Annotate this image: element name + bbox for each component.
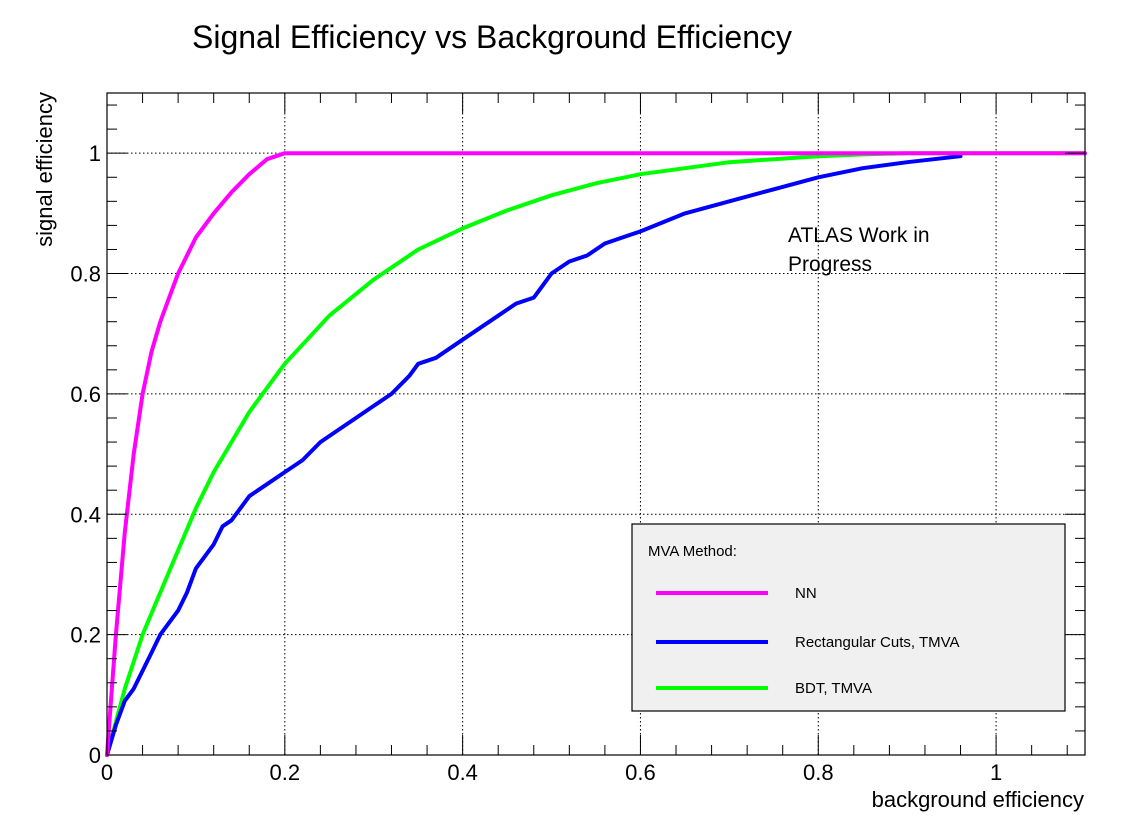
legend-box <box>631 523 1066 712</box>
annotation: ATLAS Work in Progress <box>788 224 930 276</box>
x-tick-label: 0.8 <box>803 760 834 785</box>
legend-label: NN <box>795 585 817 602</box>
legend-entries: NN Rectangular Cuts, TMVA BDT, TMVA <box>656 585 960 697</box>
axis-ticks <box>106 93 1085 756</box>
legend-label: BDT, TMVA <box>795 680 872 697</box>
legend-title: MVA Method: <box>648 543 737 560</box>
x-tick-label: 0 <box>101 760 113 785</box>
series-group <box>105 151 1087 757</box>
x-tick-label: 0.4 <box>447 760 478 785</box>
chart-title: Signal Efficiency vs Background Efficien… <box>192 19 792 55</box>
x-axis-title: background efficiency <box>872 787 1084 812</box>
tick-labels: 0 0.2 0.4 0.6 0.8 1 0 0.2 0.4 0.6 0.8 1 <box>70 141 1002 785</box>
x-tick-label: 0.6 <box>625 760 656 785</box>
y-tick-label: 1 <box>89 141 101 166</box>
y-axis-title: signal efficiency <box>32 92 57 247</box>
series-line-rectangular-cuts-tmva <box>105 154 963 757</box>
annotation-line-2: Progress <box>788 253 872 276</box>
legend-label: Rectangular Cuts, TMVA <box>795 634 960 651</box>
y-tick-label: 0 <box>89 743 101 768</box>
x-tick-label: 1 <box>990 760 1002 785</box>
series-line-nn <box>105 151 1087 757</box>
x-tick-label: 0.2 <box>270 760 301 785</box>
plot-frame <box>106 92 1086 756</box>
annotation-line-1: ATLAS Work in <box>788 224 930 247</box>
y-tick-label: 0.8 <box>70 262 101 287</box>
y-tick-label: 0.2 <box>70 623 101 648</box>
y-tick-label: 0.6 <box>70 382 101 407</box>
y-tick-label: 0.4 <box>70 502 101 527</box>
legend: MVA Method: NN Rectangular Cuts, TMVA BDT,… <box>631 523 1066 712</box>
